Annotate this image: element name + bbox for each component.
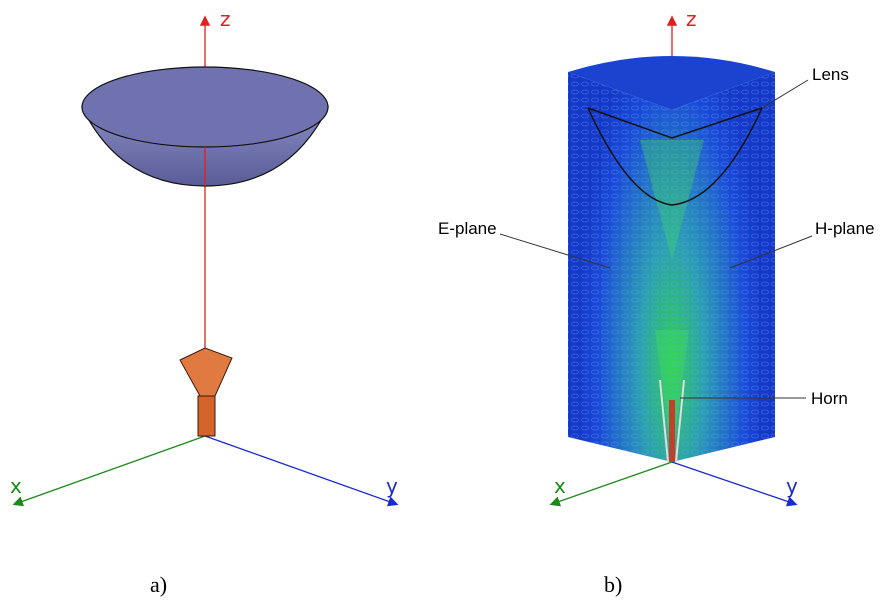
x-axis (552, 462, 672, 504)
figure: z x y a) Lens E-plane H-plane Horn z x y… (0, 0, 895, 603)
label: E-plane (438, 219, 497, 238)
axis-label: x (554, 474, 566, 498)
horn-flare (180, 348, 232, 396)
horn-waveguide (669, 400, 675, 462)
y-axis (205, 436, 396, 504)
caption: b) (604, 572, 622, 597)
field-texture (672, 72, 775, 462)
lens-top (82, 67, 328, 147)
axis-label: z (220, 7, 231, 31)
label: Lens (812, 65, 849, 84)
y-axis (672, 462, 795, 504)
caption: a) (150, 572, 167, 597)
axis-label: x (10, 474, 22, 498)
field-texture (568, 72, 672, 462)
horn-waveguide (198, 396, 215, 436)
panel-b: Lens E-plane H-plane Horn z x y b) (438, 7, 875, 597)
axis-label: y (386, 474, 398, 498)
axis-label: z (686, 7, 697, 31)
label: Horn (811, 389, 848, 408)
x-axis (15, 436, 205, 504)
axis-label: y (786, 474, 798, 498)
panel-a: z x y a) (10, 7, 398, 597)
label: H-plane (815, 219, 875, 238)
